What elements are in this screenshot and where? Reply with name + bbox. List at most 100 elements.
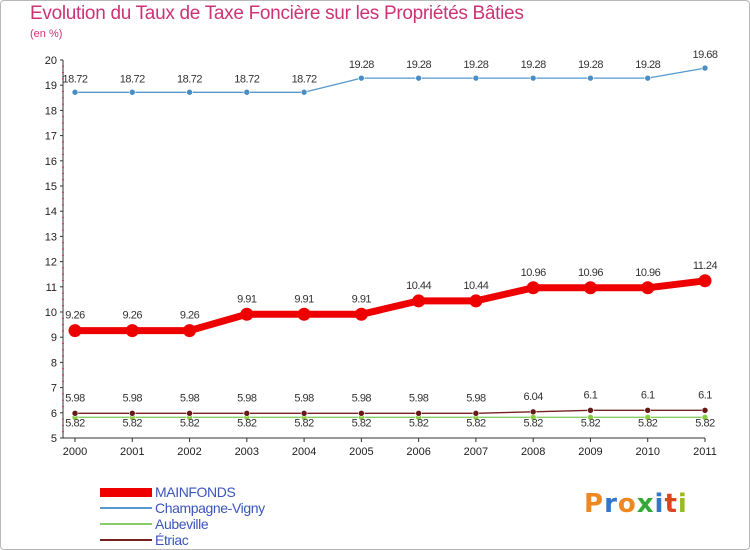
data-point bbox=[128, 410, 136, 417]
x-tick-label: 2004 bbox=[292, 446, 316, 458]
x-tick-label: 2001 bbox=[120, 446, 144, 458]
x-tick-label: 2000 bbox=[63, 446, 87, 458]
y-tick-label: 17 bbox=[45, 131, 57, 143]
data-label: 6.04 bbox=[523, 391, 543, 403]
data-point bbox=[240, 307, 254, 321]
data-label: 18.72 bbox=[177, 73, 202, 85]
data-label: 19.68 bbox=[692, 49, 717, 61]
y-tick-label: 14 bbox=[45, 206, 57, 218]
data-point bbox=[472, 74, 480, 82]
x-tick-label: 2007 bbox=[464, 446, 488, 458]
data-point bbox=[183, 324, 197, 338]
data-label: 9.91 bbox=[294, 293, 314, 305]
data-label: 5.82 bbox=[638, 417, 658, 429]
logo-letter: o bbox=[617, 489, 637, 519]
legend-label: Champagne-Vigny bbox=[155, 500, 265, 516]
data-point bbox=[300, 88, 308, 96]
legend-label: MAINFONDS bbox=[155, 484, 236, 500]
data-label: 10.96 bbox=[521, 267, 546, 279]
y-tick-label: 8 bbox=[51, 357, 57, 369]
data-point bbox=[644, 74, 652, 82]
x-tick-label: 2010 bbox=[635, 446, 659, 458]
data-label: 5.82 bbox=[409, 417, 429, 429]
data-point bbox=[243, 410, 251, 417]
y-tick-label: 9 bbox=[51, 332, 57, 344]
y-tick-label: 15 bbox=[45, 181, 57, 193]
data-point bbox=[354, 307, 368, 321]
legend-swatch bbox=[100, 523, 152, 525]
y-tick-label: 6 bbox=[51, 408, 57, 420]
y-tick-label: 19 bbox=[45, 80, 57, 92]
y-tick-label: 16 bbox=[45, 156, 57, 168]
data-point bbox=[186, 410, 193, 417]
y-tick-label: 7 bbox=[51, 383, 57, 395]
data-label: 9.26 bbox=[65, 310, 85, 322]
data-point bbox=[412, 294, 426, 308]
x-tick-label: 2009 bbox=[578, 446, 602, 458]
data-label: 19.28 bbox=[406, 59, 431, 71]
data-label: 5.98 bbox=[123, 392, 143, 404]
x-tick-label: 2011 bbox=[693, 446, 717, 458]
data-label: 9.26 bbox=[180, 310, 200, 322]
data-point bbox=[641, 281, 655, 295]
data-label: 5.82 bbox=[237, 417, 257, 429]
data-point bbox=[587, 406, 594, 414]
series-line-champagne-vigny bbox=[74, 67, 706, 93]
data-point bbox=[358, 410, 365, 417]
data-point bbox=[186, 88, 193, 96]
data-label: 18.72 bbox=[234, 73, 259, 85]
x-tick-label: 2005 bbox=[349, 446, 373, 458]
data-point bbox=[529, 74, 537, 82]
data-label: 6.1 bbox=[584, 389, 598, 401]
data-label: 5.82 bbox=[180, 417, 200, 429]
data-label: 5.98 bbox=[294, 392, 314, 404]
data-label: 5.98 bbox=[180, 392, 200, 404]
y-tick-label: 5 bbox=[51, 433, 57, 445]
data-label: 5.82 bbox=[123, 417, 143, 429]
data-label: 5.82 bbox=[523, 417, 543, 429]
data-point bbox=[71, 410, 79, 417]
series-line-mainfonds bbox=[71, 277, 709, 335]
x-tick-label: 2002 bbox=[177, 446, 201, 458]
data-label: 11.24 bbox=[693, 260, 718, 272]
data-label: 5.98 bbox=[466, 392, 486, 404]
data-point bbox=[529, 408, 537, 416]
logo-letter: r bbox=[604, 489, 618, 519]
data-label: 18.72 bbox=[120, 73, 145, 85]
legend-swatch bbox=[100, 507, 152, 509]
data-point bbox=[587, 414, 594, 421]
data-label: 19.28 bbox=[635, 59, 660, 71]
x-tick-label: 2006 bbox=[406, 446, 430, 458]
data-label: 6.1 bbox=[641, 389, 655, 401]
data-point bbox=[415, 74, 422, 82]
data-point bbox=[71, 88, 79, 96]
data-label: 10.44 bbox=[406, 280, 431, 292]
data-label: 5.82 bbox=[581, 417, 601, 429]
data-point bbox=[243, 88, 251, 96]
data-point bbox=[701, 414, 709, 421]
data-point bbox=[587, 74, 594, 82]
data-label: 5.98 bbox=[409, 392, 429, 404]
logo-letter: x bbox=[636, 489, 655, 519]
data-label: 18.72 bbox=[62, 73, 87, 85]
logo-letter: i bbox=[677, 489, 688, 519]
proxiti-logo: Proxiti bbox=[584, 489, 688, 519]
x-tick-label: 2003 bbox=[235, 446, 259, 458]
data-label: 9.91 bbox=[352, 293, 372, 305]
legend-label: Aubeville bbox=[155, 516, 209, 532]
data-label: 5.98 bbox=[237, 392, 257, 404]
chart-title: Evolution du Taux de Taxe Foncière sur l… bbox=[30, 3, 524, 24]
logo-letter: t bbox=[664, 489, 678, 519]
data-label: 19.28 bbox=[349, 59, 374, 71]
data-label: 5.82 bbox=[294, 417, 314, 429]
y-tick-label: 12 bbox=[45, 257, 57, 269]
logo-letter: i bbox=[654, 489, 665, 519]
data-label: 10.96 bbox=[635, 267, 660, 279]
y-tick-label: 20 bbox=[45, 55, 57, 67]
series-line--triac bbox=[74, 409, 706, 414]
data-label: 5.82 bbox=[352, 417, 372, 429]
data-label: 5.98 bbox=[352, 392, 372, 404]
legend-swatch bbox=[100, 539, 152, 541]
data-label: 5.82 bbox=[695, 417, 715, 429]
